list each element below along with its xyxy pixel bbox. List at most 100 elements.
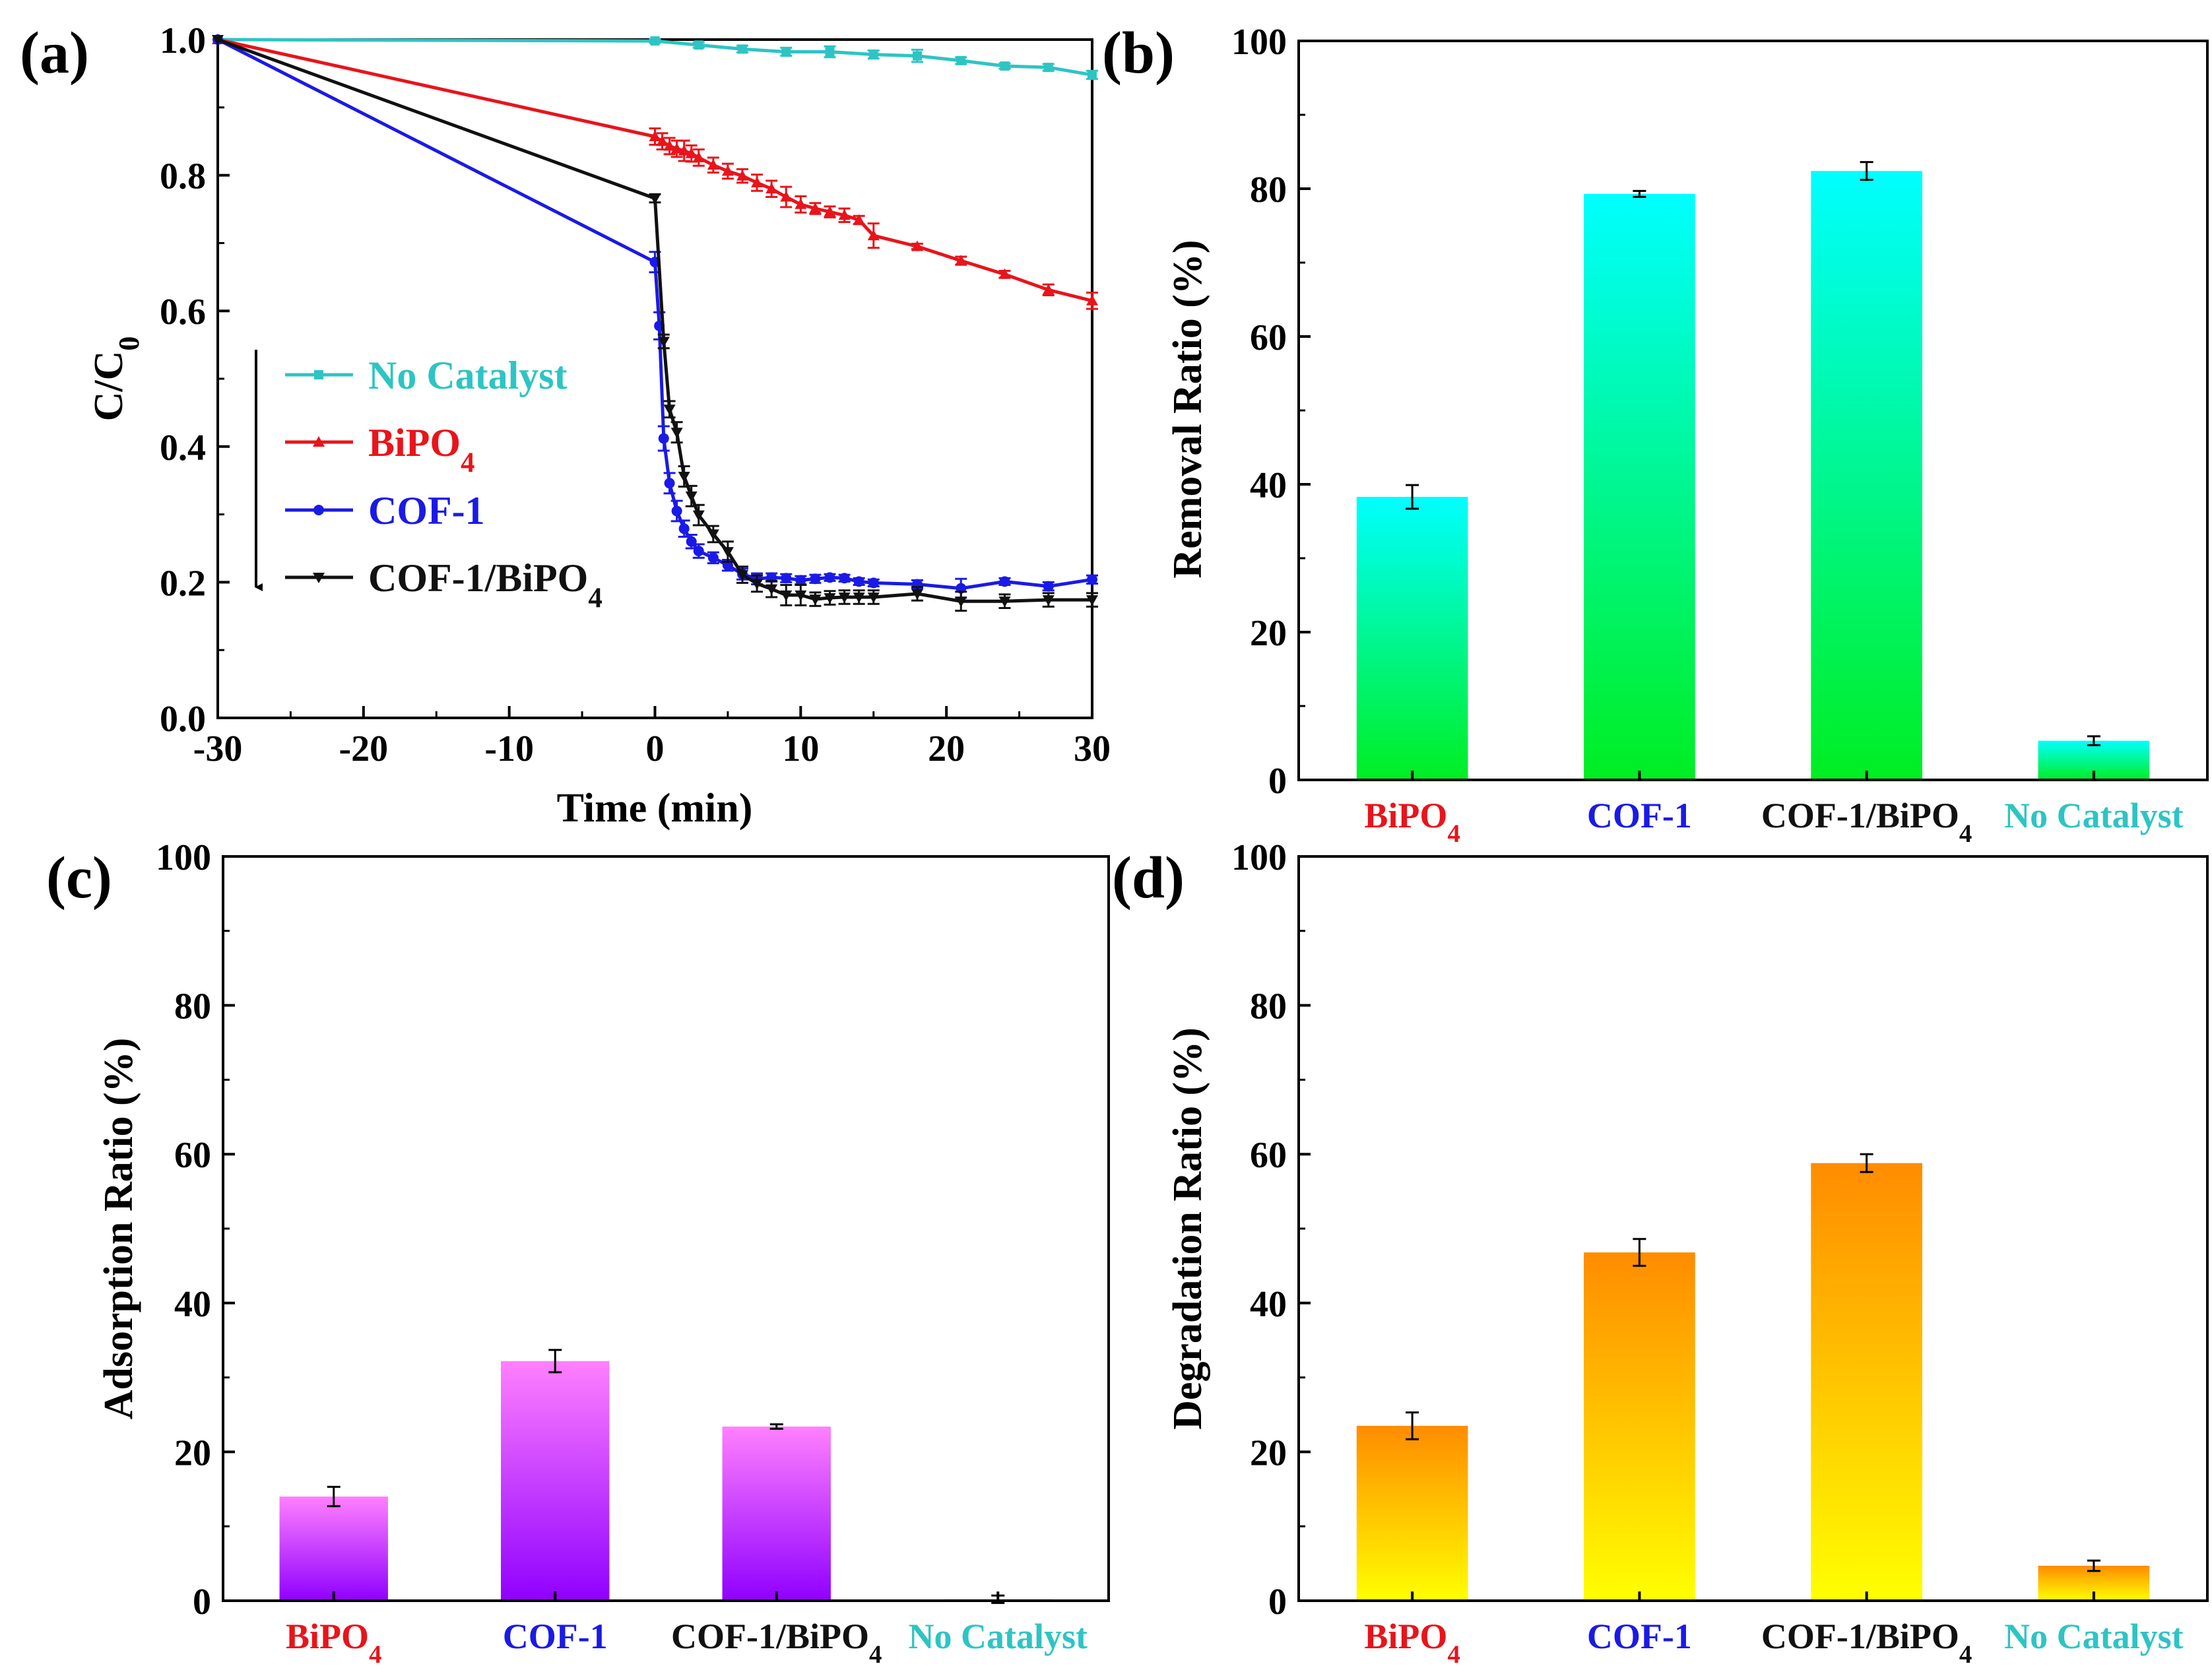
data-point xyxy=(736,170,748,181)
bar xyxy=(1356,1425,1468,1601)
data-point xyxy=(685,491,698,502)
data-point xyxy=(721,165,734,176)
category-label: BiPO4 xyxy=(286,1617,382,1669)
data-point xyxy=(998,268,1011,279)
data-point xyxy=(658,433,669,444)
category-label: No Catalyst xyxy=(909,1617,1088,1656)
data-point xyxy=(693,546,704,557)
data-point xyxy=(664,478,675,489)
category-label: COF-1 xyxy=(503,1617,608,1656)
data-point xyxy=(795,590,807,601)
y-tick-label: 80 xyxy=(174,986,211,1027)
data-point xyxy=(781,47,791,57)
data-point xyxy=(738,44,747,54)
data-point xyxy=(1000,61,1010,71)
data-point xyxy=(780,191,793,202)
plot-frame-c xyxy=(222,855,1110,1602)
data-point xyxy=(955,255,967,266)
data-point xyxy=(678,145,690,156)
data-point xyxy=(838,593,851,604)
y-tick-label: 0.0 xyxy=(160,699,206,740)
data-point xyxy=(1043,581,1054,592)
subscript: 4 xyxy=(1959,820,1972,848)
data-point xyxy=(1042,595,1055,606)
data-point xyxy=(998,596,1011,608)
legend-marker xyxy=(313,505,324,515)
y-axis-label: Adsorption Ratio (%) xyxy=(96,1038,141,1420)
category-label: No Catalyst xyxy=(2004,1617,2183,1656)
y-axis-label: Removal Ratio (%) xyxy=(1165,240,1210,578)
data-point xyxy=(868,49,878,59)
data-point xyxy=(853,576,864,587)
data-point xyxy=(824,572,835,583)
data-point xyxy=(913,51,922,61)
data-point xyxy=(751,176,764,187)
data-point xyxy=(736,570,748,581)
y-tick-label: 1.0 xyxy=(160,20,206,61)
subscript: 4 xyxy=(461,447,475,478)
legend: No Catalyst BiPO4 COF-1 COF-1/BiPO4 xyxy=(285,354,602,614)
subscript: 4 xyxy=(1959,1640,1972,1669)
x-tick-label: 20 xyxy=(928,728,965,769)
bar xyxy=(1584,193,1695,781)
data-point xyxy=(809,595,822,606)
data-point xyxy=(810,573,821,585)
data-point xyxy=(656,135,668,146)
data-point xyxy=(839,573,850,584)
bar xyxy=(722,1427,831,1601)
panel-a-line-chart: -30 -20 -10 0 10 20 30 0.0 0.2 0.4 0.6 0.8 1.0 Time … xyxy=(86,20,1111,831)
subscript: 4 xyxy=(369,1640,382,1669)
y-tick-label: 0.4 xyxy=(160,428,206,468)
data-point xyxy=(663,404,676,416)
x-tick-label: 10 xyxy=(782,728,819,769)
category-label: No Catalyst xyxy=(2004,796,2183,835)
data-point xyxy=(694,40,703,50)
panel-label-b: (b) xyxy=(1102,20,1175,86)
data-point xyxy=(657,337,670,348)
y-tick-label: 20 xyxy=(1250,1432,1287,1473)
legend-label: BiPO4 xyxy=(368,421,475,478)
category-label: COF-1 xyxy=(1587,796,1692,835)
x-tick-label: -30 xyxy=(193,728,243,769)
data-point xyxy=(707,159,719,170)
panel-label-a: (a) xyxy=(20,20,89,86)
data-point xyxy=(795,575,806,586)
legend-label: COF-1/BiPO4 xyxy=(368,556,602,614)
data-point xyxy=(707,529,719,540)
category-label: COF-1 xyxy=(1587,1617,1692,1656)
data-point xyxy=(650,36,660,46)
data-point xyxy=(670,143,683,154)
y-tick-label: 60 xyxy=(1250,1135,1287,1176)
data-point xyxy=(911,240,923,251)
data-point xyxy=(867,593,880,604)
data-point xyxy=(692,510,705,521)
data-point xyxy=(824,206,836,217)
data-point xyxy=(955,596,967,608)
data-point xyxy=(795,198,807,209)
bar xyxy=(501,1361,610,1601)
data-point xyxy=(649,193,661,205)
y-axis-label: Degradation Ratio (%) xyxy=(1165,1027,1210,1430)
data-point xyxy=(765,584,778,595)
data-point xyxy=(721,547,734,558)
data-point xyxy=(853,593,865,604)
series-line xyxy=(217,38,1093,77)
x-tick-label: -10 xyxy=(484,728,534,769)
data-point xyxy=(678,472,690,483)
data-point xyxy=(838,209,851,220)
panel-c-bar-chart: 0 20 40 60 80 100 BiPO4 COF-1 COF-1/BiPO4 No Cat… xyxy=(96,837,1110,1669)
data-point xyxy=(649,131,661,142)
data-point xyxy=(809,202,822,213)
panel-b-bar-chart: 0 20 40 60 80 100 BiPO4 COF-1 COF-1/BiPO4 No Cat… xyxy=(1165,22,2209,848)
subscript: 4 xyxy=(1447,820,1460,848)
series-line xyxy=(217,38,1092,603)
y-tick-label: 0.6 xyxy=(160,292,206,333)
bar xyxy=(279,1496,388,1601)
x-tick-label: -20 xyxy=(339,728,389,769)
y-axis-label: C/C0 xyxy=(86,337,145,422)
y-tick-label: 20 xyxy=(1250,613,1287,654)
panel-d-bar-chart: 0 20 40 60 80 100 BiPO4 COF-1 COF-1/BiPO4 No Cat… xyxy=(1165,837,2209,1669)
series-cof-1-bipo4 xyxy=(212,35,1098,612)
y-tick-label: 0.8 xyxy=(160,156,206,197)
